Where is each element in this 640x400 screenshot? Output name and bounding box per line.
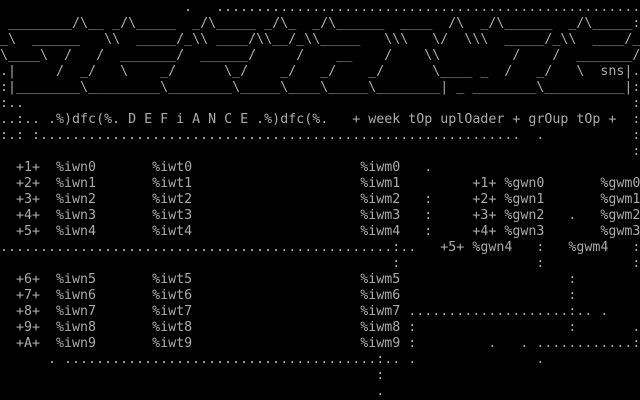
logo-art-line: :|________\_________\________\_____\____… bbox=[0, 80, 640, 95]
rank-row: +7+ %iwn6 %iwt6 %iwm6 : : bbox=[0, 288, 640, 303]
border-line: :.. : bbox=[0, 96, 640, 111]
logo-art-line: \____\ / / _______/ ______/ / __ / \\ / … bbox=[0, 48, 640, 63]
divider-row: ........................................… bbox=[0, 240, 640, 255]
logo-art-line: ________/\__ _/\_____ _/\_____ _/\_ _/\_… bbox=[0, 16, 640, 31]
rank-row: +5+ %iwn4 %iwt4 %iwm4 : +4+ %gwn3 %gwm3 … bbox=[0, 224, 640, 239]
border-line: : bbox=[0, 368, 385, 383]
top-dots-line: . ......................................… bbox=[0, 0, 640, 15]
border-line: . bbox=[0, 384, 385, 399]
rank-row: +3+ %iwn2 %iwt2 %iwm2 : +2+ %gwn1 %gwm1 … bbox=[0, 192, 640, 207]
header-rule: :.: :...................................… bbox=[0, 128, 640, 143]
border-line: : : : bbox=[0, 256, 640, 271]
rank-row: +6+ %iwn5 %iwt5 %iwm5 : : bbox=[0, 272, 640, 287]
logo-art-line: .| / _/ \ _/ \_/ _/ _/ _/ \____ _ / _/ \… bbox=[0, 64, 640, 79]
title-line: ..:.. .%)dfc(%. D E F i A N C E .%)dfc(%… bbox=[0, 112, 640, 127]
rank-row: +A+ %iwn9 %iwt9 %iwm9 : . . ............… bbox=[0, 336, 640, 351]
rank-row: +9+ %iwn8 %iwt8 %iwm8 : : ..:.. bbox=[0, 320, 640, 335]
logo-art-line: _\ ______ \\ _____/_\\ ____/\\__/_\\____… bbox=[0, 32, 640, 47]
rank-row: +1+ %iwn0 %iwt0 %iwm0 . : bbox=[0, 160, 640, 175]
rank-row: +2+ %iwn1 %iwt1 %iwm1 +1+ %gwn0 %gwm0 : bbox=[0, 176, 640, 191]
border-line: : bbox=[0, 144, 640, 159]
rank-row: +4+ %iwn3 %iwt3 %iwm3 : +3+ %gwn2 . %gwm… bbox=[0, 208, 640, 223]
rank-row: +8+ %iwn7 %iwt7 %iwm7 ..................… bbox=[0, 304, 640, 319]
divider-row: . ......................................… bbox=[0, 352, 545, 367]
